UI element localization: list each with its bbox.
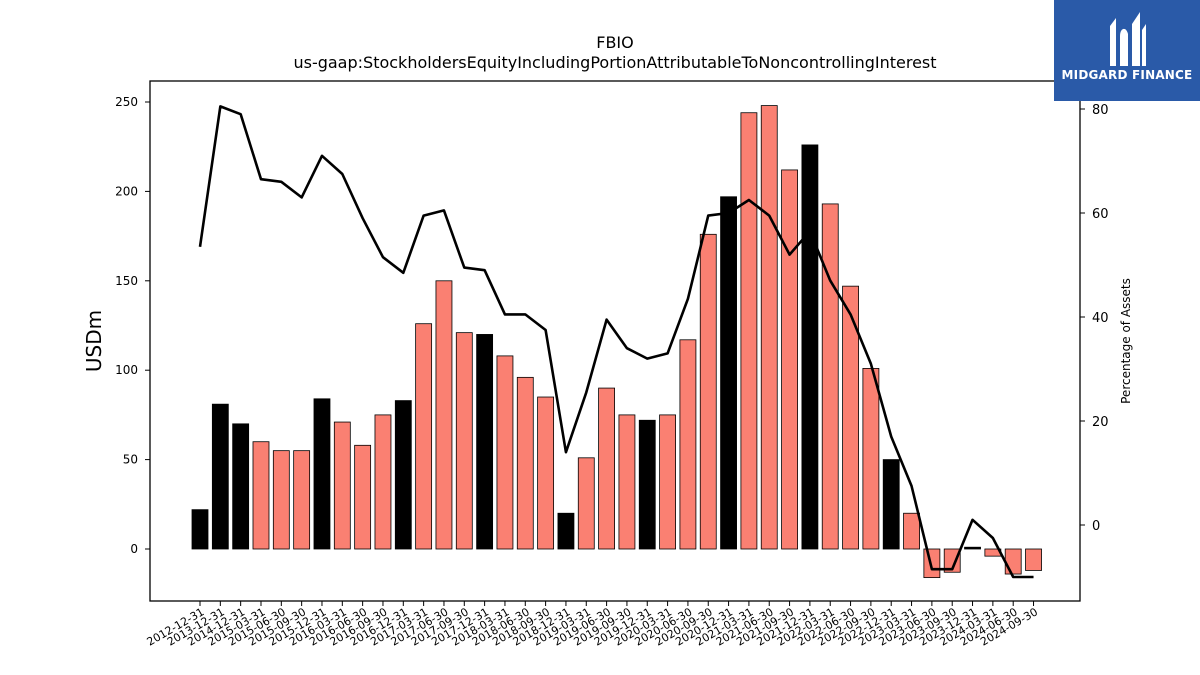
percentage-line-path <box>198 105 1034 579</box>
bar-2018-09-30 <box>537 396 555 550</box>
bar-2024-06-30 <box>1004 548 1022 575</box>
bar-2023-09-30 <box>943 548 961 573</box>
bar-2023-03-31 <box>903 512 920 550</box>
bar-2024-09-30 <box>1025 548 1042 571</box>
chart-title: FBIO <box>596 33 634 52</box>
bar-2019-12-31 <box>638 419 656 550</box>
bar-2018-12-31 <box>557 512 575 550</box>
bar-2015-12-31 <box>313 398 331 550</box>
bar-2013-12-31 <box>211 403 229 550</box>
y-axis-right: 0 20 40 60 80 <box>1080 103 1109 534</box>
bar-2012-12-31 <box>191 509 209 550</box>
bar-2019-09-30 <box>618 414 636 550</box>
bar-2016-12-31 <box>394 400 412 550</box>
y-axis-left: 0 50 100 150 200 250 <box>115 95 150 556</box>
y-tick-label-200: 200 <box>115 184 138 198</box>
y-tick-label-100: 100 <box>115 363 138 377</box>
chart-subtitle: us-gaap:StockholdersEquityIncludingPorti… <box>293 53 936 72</box>
bar-2016-03-31 <box>333 421 351 550</box>
y-tick-label-250: 250 <box>115 95 138 109</box>
bar-2015-03-31 <box>252 441 270 550</box>
x-axis: 2012-12-312013-12-312014-12-312015-03-31… <box>145 601 1040 649</box>
bar-2017-09-30 <box>455 332 473 550</box>
y-axis-label-right: Percentage of Assets <box>1119 278 1133 404</box>
bar-2017-06-30 <box>435 280 453 550</box>
bar-2022-06-30 <box>842 285 859 550</box>
y2-tick-label-80: 80 <box>1092 103 1109 118</box>
y-tick-label-150: 150 <box>115 274 138 288</box>
bar-2022-03-31 <box>821 203 839 550</box>
y-axis-label-left: USDm <box>82 310 106 372</box>
percentage-line <box>198 105 1034 579</box>
bar-2021-12-31 <box>801 144 819 550</box>
y2-tick-label-0: 0 <box>1092 519 1100 534</box>
midgard-finance-logo: MIDGARD FINANCE <box>1054 0 1200 101</box>
bar-2022-12-31 <box>882 459 900 550</box>
logo-text: MIDGARD FINANCE <box>1061 68 1193 82</box>
y2-tick-label-40: 40 <box>1092 311 1109 326</box>
bar-2020-06-30 <box>679 339 697 550</box>
bar-2014-12-31 <box>232 423 250 550</box>
bar-2023-12-31 <box>964 546 981 550</box>
bar-2018-03-31 <box>496 355 514 550</box>
bar-2020-03-31 <box>659 414 676 550</box>
bar-2019-06-30 <box>598 387 615 550</box>
logo-mark-icon <box>1110 12 1146 66</box>
plot-frame <box>149 80 1081 602</box>
bar-2016-09-30 <box>374 414 392 550</box>
bar-2017-12-31 <box>476 334 494 550</box>
y-tick-label-0: 0 <box>130 542 138 556</box>
bar-2020-09-30 <box>699 233 717 550</box>
bar-2015-06-30 <box>272 450 290 550</box>
bars <box>191 105 1042 579</box>
y2-tick-label-60: 60 <box>1092 207 1109 222</box>
bar-2017-03-31 <box>415 323 433 550</box>
bar-2015-09-30 <box>293 450 311 550</box>
bar-2019-03-31 <box>577 457 595 550</box>
bar-2021-09-30 <box>781 169 798 550</box>
y-tick-label-50: 50 <box>123 453 138 467</box>
bar-2021-03-31 <box>740 112 758 550</box>
bar-2016-06-30 <box>354 444 372 550</box>
bar-2023-06-30 <box>923 548 941 579</box>
y2-tick-label-20: 20 <box>1092 415 1109 430</box>
bar-2021-06-30 <box>760 105 778 550</box>
bar-2018-06-30 <box>516 376 534 550</box>
bar-2020-12-31 <box>720 196 737 550</box>
bar-2022-09-30 <box>862 368 880 550</box>
